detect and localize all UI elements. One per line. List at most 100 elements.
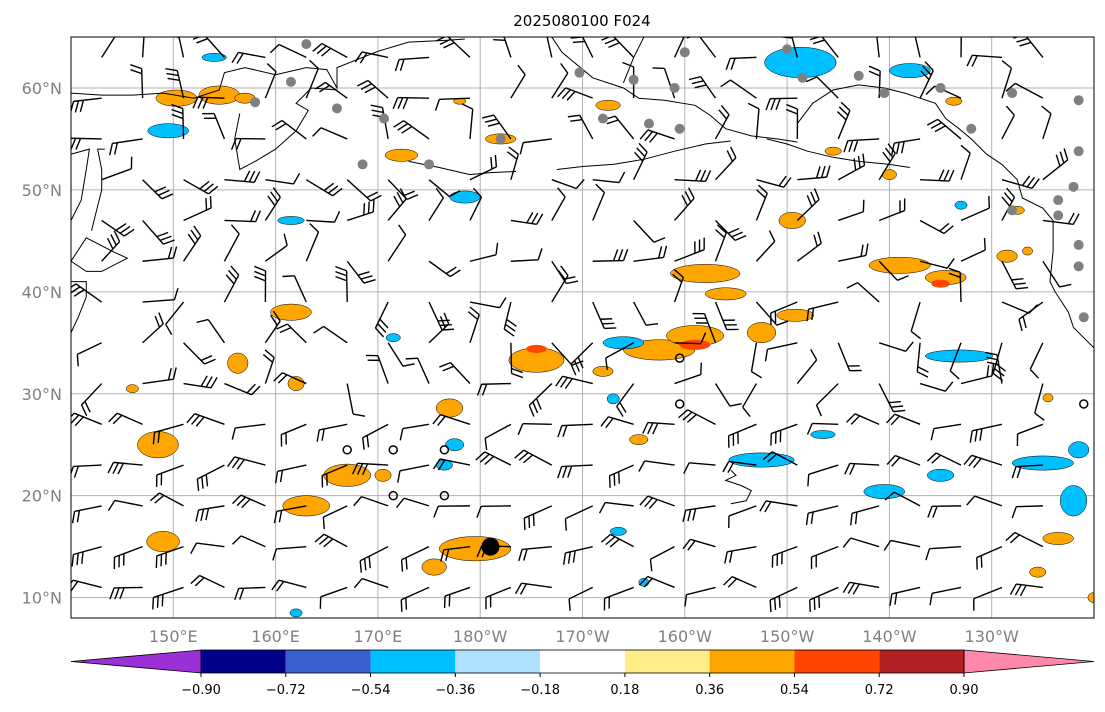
- barb-staff: [686, 586, 716, 596]
- barb-flag: [274, 471, 279, 484]
- barb-flag: [443, 42, 455, 49]
- colorbar-segment: [709, 650, 795, 673]
- colorbar-segment: [285, 650, 371, 673]
- strong-positive-anomaly: [526, 344, 547, 353]
- barb-flag: [335, 270, 347, 277]
- barb-flag: [405, 597, 408, 610]
- barb-flag: [931, 454, 942, 464]
- barb-staff: [510, 342, 513, 374]
- hokkaido-coast: [71, 237, 129, 272]
- barb-flag: [764, 501, 772, 513]
- positive-anomaly: [435, 398, 464, 418]
- wind-barb: [910, 301, 922, 340]
- barb-flag: [398, 224, 407, 236]
- barb-flag: [253, 171, 261, 183]
- barb-flag: [812, 39, 825, 45]
- barb-staff: [523, 449, 553, 466]
- barb-flag: [1022, 316, 1027, 329]
- barb-flag: [363, 558, 367, 571]
- wind-barb: [728, 505, 757, 528]
- wind-barb: [919, 61, 934, 99]
- wind-barb: [846, 282, 880, 303]
- barb-flag: [865, 31, 877, 34]
- barb-flag: [492, 35, 504, 36]
- station-dot: [643, 118, 654, 129]
- wind-barb: [192, 96, 225, 109]
- barb-staff: [428, 179, 450, 198]
- barb-flag: [815, 404, 822, 417]
- barb-staff: [196, 542, 225, 548]
- barb-flag: [71, 581, 79, 592]
- wind-barb: [196, 318, 226, 344]
- barb-flag: [518, 452, 529, 461]
- barb-flag: [439, 361, 451, 368]
- barb-staff: [305, 68, 319, 99]
- barb-flag: [647, 422, 654, 435]
- barb-staff: [265, 179, 294, 185]
- wind-barb: [567, 114, 594, 140]
- wind-barb: [600, 416, 634, 429]
- barb-flag: [686, 413, 697, 423]
- wind-barb: [71, 137, 102, 150]
- alaska-bay-coast: [622, 37, 645, 84]
- barb-flag: [250, 210, 257, 222]
- barb-flag: [230, 265, 240, 276]
- barb-staff: [551, 275, 569, 303]
- barb-flag: [973, 457, 982, 469]
- barb-flag: [276, 323, 288, 330]
- barb-flag: [971, 55, 978, 67]
- wind-barb: [234, 586, 266, 601]
- barb-flag: [505, 323, 516, 332]
- barb-staff: [281, 119, 307, 140]
- barb-flag: [449, 269, 461, 278]
- barb-staff: [570, 342, 594, 365]
- wind-barb: [1034, 383, 1045, 421]
- wind-barb: [432, 414, 471, 426]
- barb-flag: [323, 538, 334, 548]
- barb-staff: [644, 460, 675, 466]
- positive-anomaly: [137, 431, 179, 459]
- negative-anomaly: [810, 430, 836, 439]
- barb-flag: [363, 203, 366, 216]
- barb-staff: [767, 342, 798, 351]
- barb-flag: [943, 169, 950, 182]
- barb-staff: [714, 383, 731, 407]
- barb-flag: [71, 286, 81, 294]
- wind-barb: [889, 586, 921, 606]
- wind-barb: [842, 537, 880, 548]
- barb-staff: [605, 501, 634, 507]
- barb-flag: [840, 101, 851, 112]
- wind-barb: [557, 423, 593, 438]
- barb-staff: [893, 491, 921, 507]
- station-dot: [331, 103, 342, 114]
- wind-barb: [919, 258, 955, 269]
- wind-barb: [633, 301, 659, 326]
- wind-barb: [435, 37, 471, 58]
- barb-flag: [938, 169, 945, 181]
- barb-flag: [902, 27, 914, 29]
- barb-staff: [323, 325, 348, 344]
- wind-barb: [282, 275, 307, 303]
- lat-label: 60°N: [22, 79, 62, 98]
- barb-flag: [672, 273, 683, 283]
- wind-barb: [346, 260, 376, 284]
- barb-flag: [573, 360, 580, 372]
- barb-flag: [1059, 151, 1065, 164]
- barb-flag: [152, 432, 156, 445]
- barb-flag: [695, 169, 702, 182]
- strong-positive-anomaly: [679, 339, 711, 350]
- wind-barb: [652, 67, 676, 99]
- wind-barb: [916, 342, 929, 378]
- lat-label: 40°N: [22, 283, 62, 302]
- barb-flag: [113, 230, 121, 242]
- barb-flag: [432, 458, 441, 470]
- lat-label: 50°N: [22, 181, 62, 200]
- barb-flag: [432, 414, 442, 425]
- wind-barb: [674, 332, 707, 345]
- barb-flag: [312, 43, 323, 52]
- barb-flag: [776, 320, 789, 326]
- barb-flag: [81, 551, 84, 564]
- wind-barb: [838, 199, 865, 222]
- barb-flag: [393, 195, 401, 207]
- barb-flag: [511, 372, 524, 379]
